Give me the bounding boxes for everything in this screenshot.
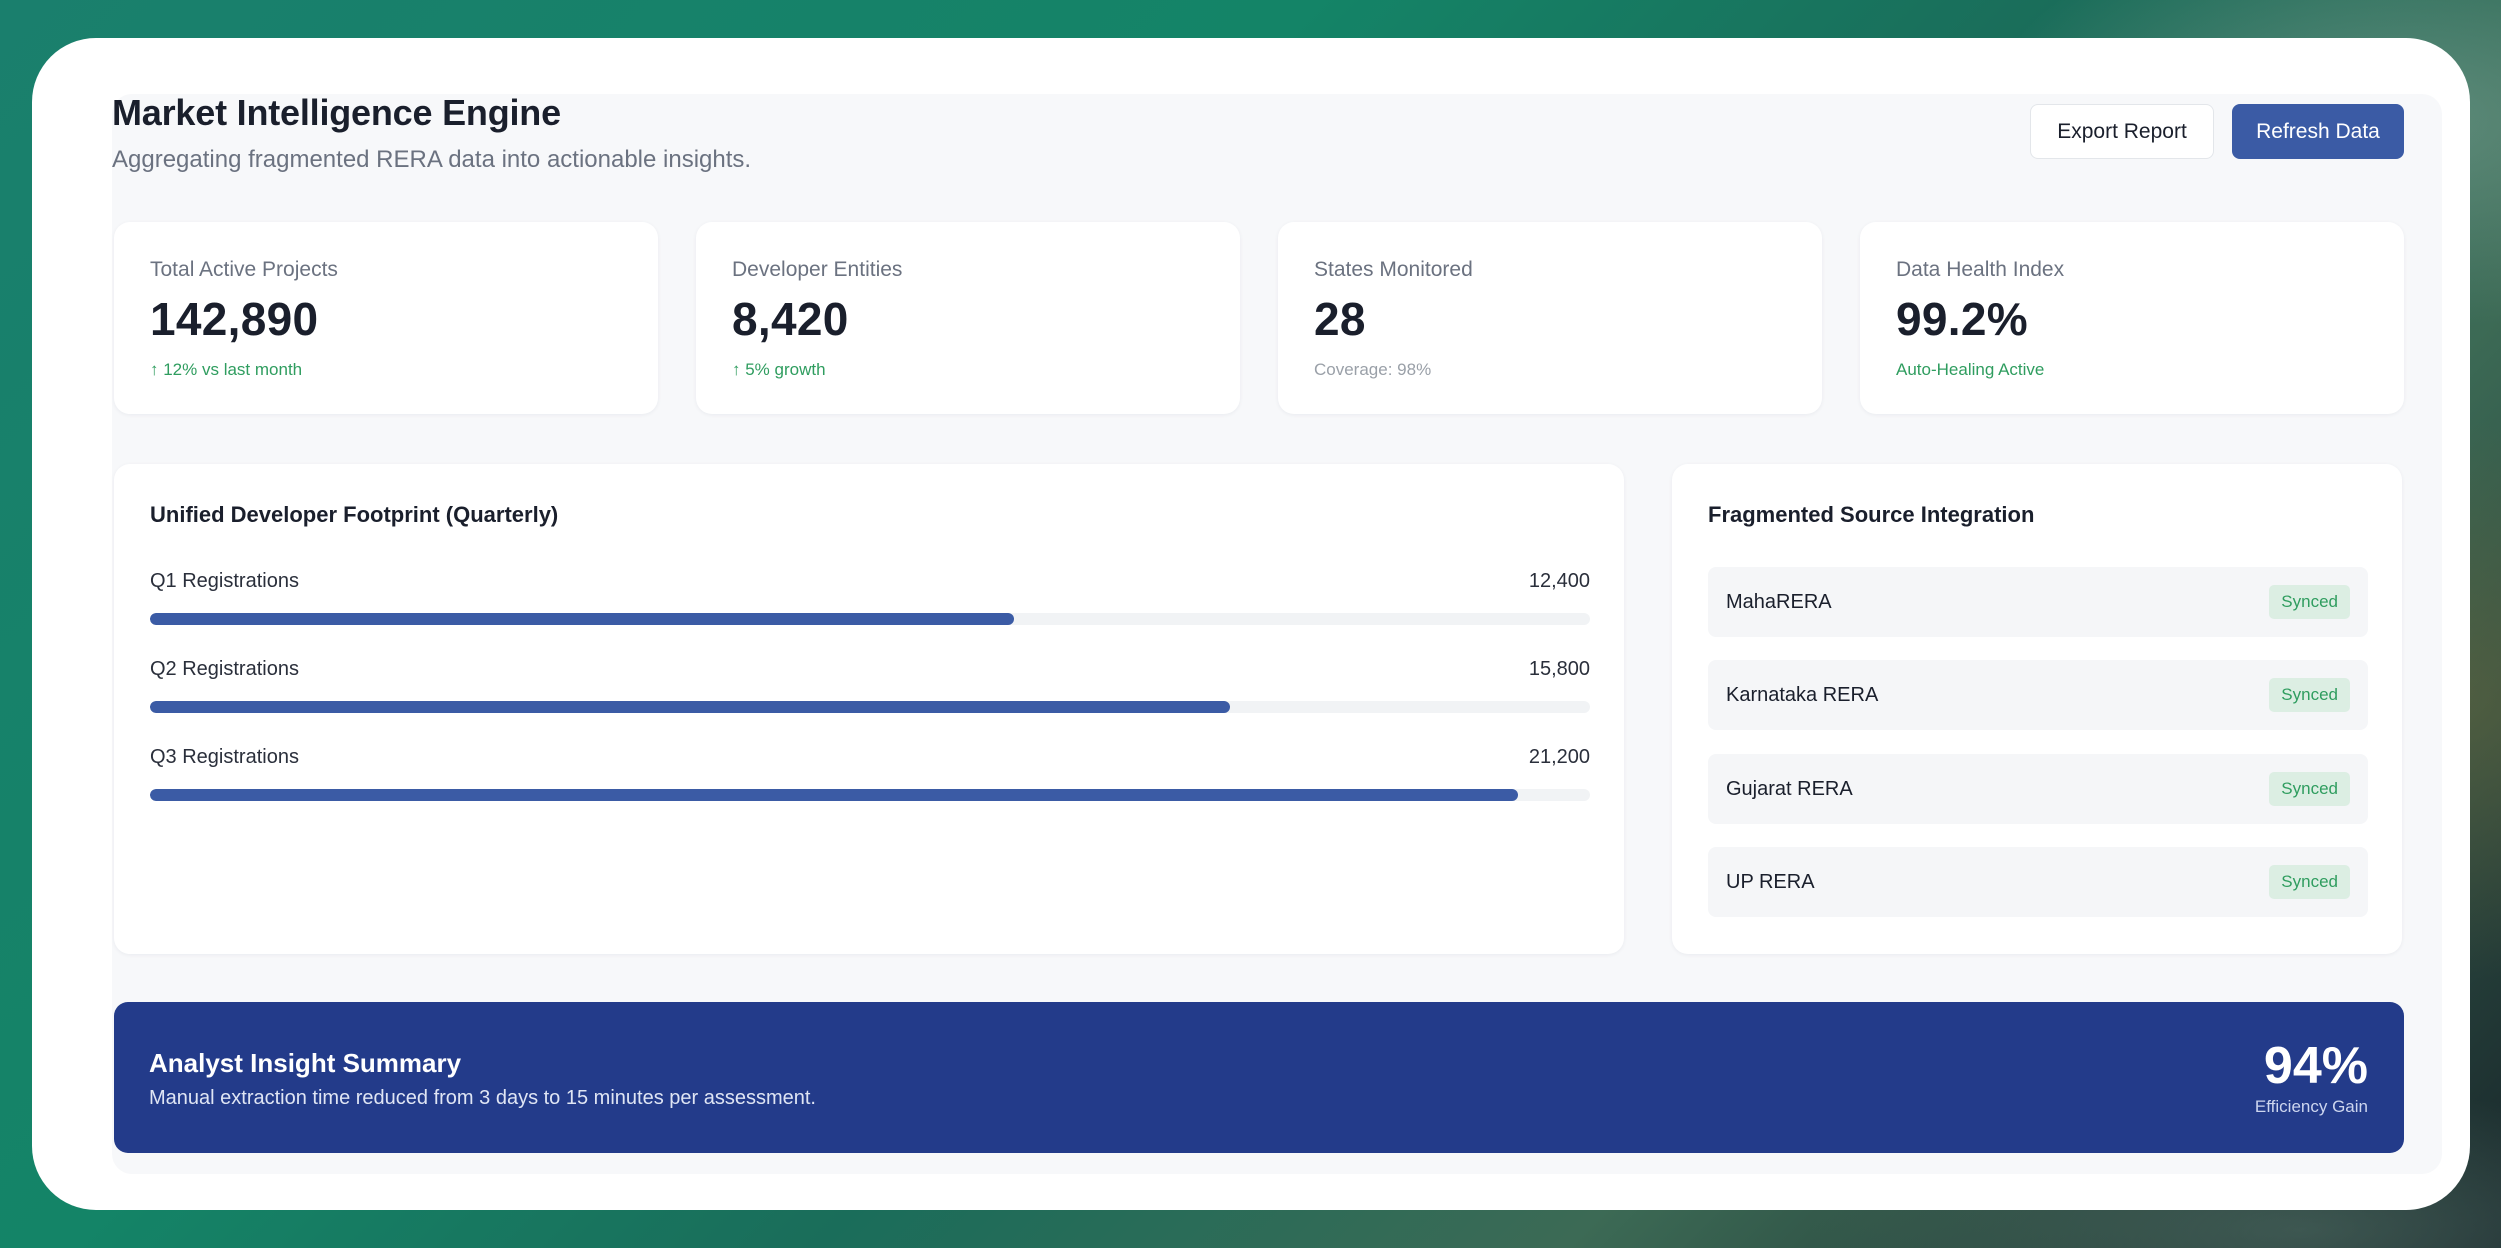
- progress-fill: [150, 789, 1518, 801]
- footprint-row-q2: Q2 Registrations 15,800: [150, 658, 1590, 718]
- insight-banner: Analyst Insight Summary Manual extractio…: [114, 1002, 2404, 1153]
- kpi-card-developer-entities: Developer Entities 8,420 ↑ 5% growth: [696, 222, 1240, 414]
- panel-title: Fragmented Source Integration: [1708, 502, 2035, 527]
- status-badge: Synced: [2269, 865, 2350, 899]
- kpi-label: States Monitored: [1314, 258, 1473, 281]
- page-header: Market Intelligence Engine Aggregating f…: [112, 92, 751, 174]
- source-item-up-rera[interactable]: UP RERA Synced: [1708, 847, 2368, 917]
- insight-title: Analyst Insight Summary: [149, 1048, 462, 1078]
- kpi-value: 142,890: [150, 293, 319, 345]
- bar-value: 21,200: [1528, 746, 1590, 768]
- kpi-trend: ↑ 5% growth: [732, 360, 826, 379]
- status-badge: Synced: [2269, 678, 2350, 712]
- kpi-coverage: Coverage: 98%: [1314, 360, 1432, 379]
- kpi-value: 8,420: [732, 293, 849, 345]
- export-report-button[interactable]: Export Report: [2030, 104, 2214, 159]
- source-item-karnataka-rera[interactable]: Karnataka RERA Synced: [1708, 660, 2368, 730]
- kpi-status: Auto-Healing Active: [1896, 360, 2045, 379]
- progress-fill: [150, 701, 1230, 713]
- kpi-card-total-active-projects: Total Active Projects 142,890 ↑ 12% vs l…: [114, 222, 658, 414]
- kpi-label: Developer Entities: [732, 258, 903, 281]
- efficiency-label: Efficiency Gain: [2254, 1097, 2368, 1116]
- kpi-value: 28: [1314, 293, 1366, 345]
- source-name: UP RERA: [1726, 871, 1815, 893]
- refresh-data-button[interactable]: Refresh Data: [2232, 104, 2404, 159]
- page-title: Market Intelligence Engine: [112, 92, 561, 133]
- source-name: Gujarat RERA: [1726, 778, 1853, 800]
- status-badge: Synced: [2269, 772, 2350, 806]
- progress-track: [150, 789, 1590, 801]
- progress-track: [150, 613, 1590, 625]
- bar-value: 15,800: [1528, 658, 1590, 680]
- progress-track: [150, 701, 1590, 713]
- source-item-maharera[interactable]: MahaRERA Synced: [1708, 567, 2368, 637]
- developer-footprint-panel: Unified Developer Footprint (Quarterly) …: [114, 464, 1624, 954]
- bar-value: 12,400: [1528, 570, 1590, 592]
- kpi-card-data-health-index: Data Health Index 99.2% Auto-Healing Act…: [1860, 222, 2404, 414]
- bar-label: Q1 Registrations: [150, 570, 299, 592]
- efficiency-value: 94%: [2263, 1037, 2368, 1095]
- kpi-label: Total Active Projects: [150, 258, 338, 281]
- source-item-gujarat-rera[interactable]: Gujarat RERA Synced: [1708, 754, 2368, 824]
- kpi-label: Data Health Index: [1896, 258, 2065, 281]
- source-name: MahaRERA: [1726, 591, 1832, 613]
- bar-label: Q2 Registrations: [150, 658, 299, 680]
- footprint-row-q1: Q1 Registrations 12,400: [150, 570, 1590, 630]
- footprint-row-q3: Q3 Registrations 21,200: [150, 746, 1590, 806]
- source-integration-panel: Fragmented Source Integration MahaRERA S…: [1672, 464, 2402, 954]
- status-badge: Synced: [2269, 585, 2350, 619]
- kpi-trend: ↑ 12% vs last month: [150, 360, 303, 379]
- kpi-card-states-monitored: States Monitored 28 Coverage: 98%: [1278, 222, 1822, 414]
- bar-label: Q3 Registrations: [150, 746, 299, 768]
- insight-text: Manual extraction time reduced from 3 da…: [149, 1087, 816, 1109]
- kpi-value: 99.2%: [1896, 293, 2028, 345]
- progress-fill: [150, 613, 1014, 625]
- panel-title: Unified Developer Footprint (Quarterly): [150, 502, 559, 527]
- source-name: Karnataka RERA: [1726, 684, 1879, 706]
- page-subtitle: Aggregating fragmented RERA data into ac…: [112, 146, 752, 173]
